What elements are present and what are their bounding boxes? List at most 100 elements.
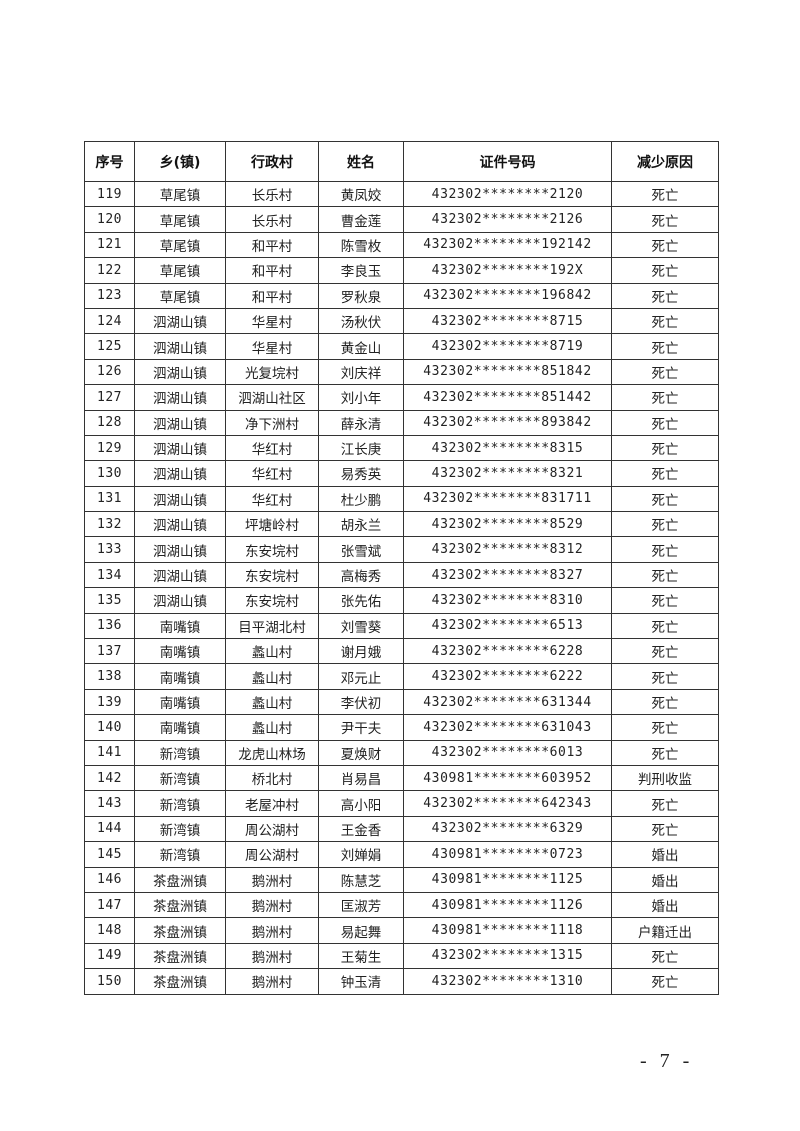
table-row: 123 草尾镇 和平村 罗秋泉 432302********196842 死亡 <box>84 282 719 309</box>
row-index: 137 <box>84 638 135 665</box>
header-index: 序号 <box>84 141 135 182</box>
row-index: 128 <box>84 409 135 436</box>
row-index: 119 <box>84 180 135 208</box>
id-number-cell: 432302********8312 <box>403 536 612 563</box>
name-cell: 王菊生 <box>318 942 404 970</box>
name-cell: 肖易昌 <box>318 764 404 792</box>
row-index: 129 <box>84 434 135 462</box>
village-cell: 鹅洲村 <box>225 866 319 893</box>
town-cell: 新湾镇 <box>134 764 226 792</box>
id-number-cell: 432302********6222 <box>403 663 612 690</box>
town-cell: 泗湖山镇 <box>134 587 226 614</box>
id-number-cell: 432302********8719 <box>403 333 612 360</box>
town-cell: 泗湖山镇 <box>134 434 226 462</box>
reason-cell: 死亡 <box>611 714 719 741</box>
id-number-cell: 432302********851442 <box>403 384 612 411</box>
town-cell: 泗湖山镇 <box>134 307 226 335</box>
row-index: 143 <box>84 790 135 817</box>
reason-cell: 死亡 <box>611 561 719 589</box>
name-cell: 刘雪葵 <box>318 612 404 640</box>
row-index: 150 <box>84 968 135 995</box>
town-cell: 泗湖山镇 <box>134 561 226 589</box>
table-row: 136 南嘴镇 目平湖北村 刘雪葵 432302********6513 死亡 <box>84 612 719 640</box>
name-cell: 高梅秀 <box>318 561 404 589</box>
id-number-cell: 432302********6513 <box>403 612 612 640</box>
row-index: 124 <box>84 307 135 335</box>
town-cell: 茶盘洲镇 <box>134 968 226 995</box>
reason-cell: 户籍迁出 <box>611 917 719 944</box>
name-cell: 钟玉清 <box>318 968 404 995</box>
id-number-cell: 432302********831711 <box>403 485 612 513</box>
village-cell: 蠡山村 <box>225 714 319 741</box>
town-cell: 南嘴镇 <box>134 612 226 640</box>
name-cell: 汤秋伏 <box>318 307 404 335</box>
row-index: 127 <box>84 384 135 411</box>
town-cell: 茶盘洲镇 <box>134 866 226 893</box>
table-row: 130 泗湖山镇 华红村 易秀英 432302********8321 死亡 <box>84 460 719 487</box>
village-cell: 龙虎山林场 <box>225 739 319 766</box>
table-row: 128 泗湖山镇 净下洲村 薛永清 432302********893842 死亡 <box>84 409 719 436</box>
table-row: 126 泗湖山镇 光复垸村 刘庆祥 432302********851842 死亡 <box>84 358 719 386</box>
village-cell: 华红村 <box>225 485 319 513</box>
id-number-cell: 432302********631043 <box>403 714 612 741</box>
town-cell: 草尾镇 <box>134 206 226 233</box>
village-cell: 鹅洲村 <box>225 917 319 944</box>
population-reduction-table: 序号 乡(镇) 行政村 姓名 证件号码 减少原因 119 草尾镇 长乐村 黄凤姣 432… <box>84 141 719 995</box>
table-row: 146 茶盘洲镇 鹅洲村 陈慧芝 430981********1125 婚出 <box>84 866 719 893</box>
id-number-cell: 432302********8310 <box>403 587 612 614</box>
table-row: 137 南嘴镇 蠡山村 谢月娥 432302********6228 死亡 <box>84 638 719 665</box>
row-index: 135 <box>84 587 135 614</box>
id-number-cell: 432302********8315 <box>403 434 612 462</box>
town-cell: 草尾镇 <box>134 180 226 208</box>
table-row: 122 草尾镇 和平村 李良玉 432302********192X 死亡 <box>84 257 719 284</box>
name-cell: 张先佑 <box>318 587 404 614</box>
village-cell: 蠡山村 <box>225 663 319 690</box>
town-cell: 南嘴镇 <box>134 663 226 690</box>
village-cell: 周公湖村 <box>225 841 319 868</box>
village-cell: 周公湖村 <box>225 815 319 843</box>
name-cell: 匡淑芳 <box>318 891 404 919</box>
town-cell: 南嘴镇 <box>134 688 226 716</box>
id-number-cell: 430981********603952 <box>403 764 612 792</box>
town-cell: 新湾镇 <box>134 739 226 766</box>
town-cell: 新湾镇 <box>134 790 226 817</box>
village-cell: 华红村 <box>225 460 319 487</box>
table-row: 150 茶盘洲镇 鹅洲村 钟玉清 432302********1310 死亡 <box>84 968 719 995</box>
name-cell: 易起舞 <box>318 917 404 944</box>
id-number-cell: 432302********196842 <box>403 282 612 309</box>
reason-cell: 死亡 <box>611 434 719 462</box>
town-cell: 泗湖山镇 <box>134 511 226 538</box>
name-cell: 谢月娥 <box>318 638 404 665</box>
id-number-cell: 432302********8327 <box>403 561 612 589</box>
table-row: 139 南嘴镇 蠡山村 李伏初 432302********631344 死亡 <box>84 688 719 716</box>
name-cell: 尹干夫 <box>318 714 404 741</box>
reason-cell: 死亡 <box>611 282 719 309</box>
table-row: 140 南嘴镇 蠡山村 尹干夫 432302********631043 死亡 <box>84 714 719 741</box>
row-index: 142 <box>84 764 135 792</box>
town-cell: 泗湖山镇 <box>134 409 226 436</box>
town-cell: 泗湖山镇 <box>134 333 226 360</box>
reason-cell: 死亡 <box>611 790 719 817</box>
reason-cell: 死亡 <box>611 384 719 411</box>
name-cell: 李良玉 <box>318 257 404 284</box>
table-row: 124 泗湖山镇 华星村 汤秋伏 432302********8715 死亡 <box>84 307 719 335</box>
id-number-cell: 432302********8715 <box>403 307 612 335</box>
name-cell: 江长庚 <box>318 434 404 462</box>
table-row: 144 新湾镇 周公湖村 王金香 432302********6329 死亡 <box>84 815 719 843</box>
row-index: 123 <box>84 282 135 309</box>
table-row: 135 泗湖山镇 东安垸村 张先佑 432302********8310 死亡 <box>84 587 719 614</box>
table-row: 121 草尾镇 和平村 陈雪枚 432302********192142 死亡 <box>84 231 719 259</box>
village-cell: 光复垸村 <box>225 358 319 386</box>
name-cell: 刘婵娟 <box>318 841 404 868</box>
id-number-cell: 432302********1310 <box>403 968 612 995</box>
village-cell: 鹅洲村 <box>225 968 319 995</box>
table-row: 131 泗湖山镇 华红村 杜少鹏 432302********831711 死亡 <box>84 485 719 513</box>
row-index: 145 <box>84 841 135 868</box>
id-number-cell: 430981********1125 <box>403 866 612 893</box>
village-cell: 坪塘岭村 <box>225 511 319 538</box>
village-cell: 目平湖北村 <box>225 612 319 640</box>
table-row: 147 茶盘洲镇 鹅洲村 匡淑芳 430981********1126 婚出 <box>84 891 719 919</box>
header-town: 乡(镇) <box>134 141 226 182</box>
town-cell: 南嘴镇 <box>134 638 226 665</box>
reason-cell: 死亡 <box>611 663 719 690</box>
